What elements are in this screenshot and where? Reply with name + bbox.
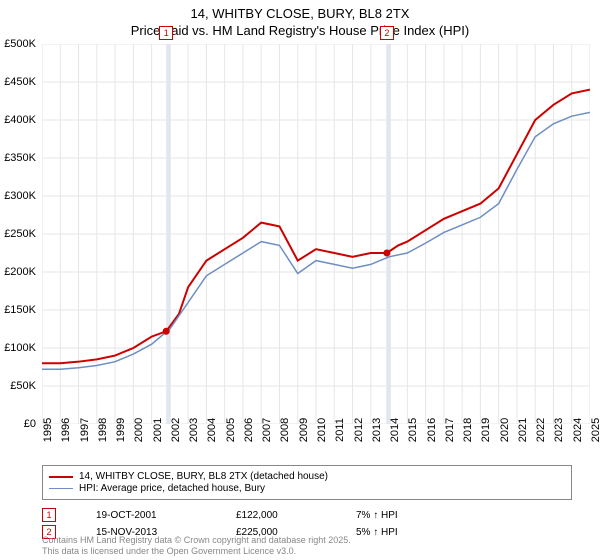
legend-label: HPI: Average price, detached house, Bury bbox=[79, 483, 265, 494]
legend-item: 14, WHITBY CLOSE, BURY, BL8 2TX (detache… bbox=[49, 471, 565, 482]
x-axis-label: 2020 bbox=[499, 418, 511, 442]
y-axis-label: £350K bbox=[4, 152, 36, 164]
x-axis-label: 2000 bbox=[133, 418, 145, 442]
x-axis-label: 2019 bbox=[480, 418, 492, 442]
y-axis-label: £200K bbox=[4, 266, 36, 278]
x-axis-label: 2004 bbox=[206, 418, 218, 442]
marker-date: 19-OCT-2001 bbox=[96, 510, 196, 521]
legend-label: 14, WHITBY CLOSE, BURY, BL8 2TX (detache… bbox=[79, 471, 328, 482]
marker-badge: 1 bbox=[42, 508, 56, 522]
x-axis-label: 2014 bbox=[389, 418, 401, 442]
x-axis-label: 2017 bbox=[444, 418, 456, 442]
x-axis-label: 2022 bbox=[535, 418, 547, 442]
x-axis-label: 2007 bbox=[261, 418, 273, 442]
x-axis-label: 2013 bbox=[371, 418, 383, 442]
x-axis-label: 1999 bbox=[115, 418, 127, 442]
y-axis-label: £150K bbox=[4, 304, 36, 316]
y-axis-label: £450K bbox=[4, 76, 36, 88]
marker-row: 1 19-OCT-2001 £122,000 7% ↑ HPI bbox=[42, 508, 572, 522]
x-axis-label: 2021 bbox=[517, 418, 529, 442]
x-axis-label: 2002 bbox=[170, 418, 182, 442]
x-axis-label: 2015 bbox=[407, 418, 419, 442]
x-axis-label: 2023 bbox=[553, 418, 565, 442]
x-axis-label: 2012 bbox=[353, 418, 365, 442]
legend-item: HPI: Average price, detached house, Bury bbox=[49, 483, 565, 494]
x-axis-label: 2024 bbox=[572, 418, 584, 442]
x-axis-label: 2001 bbox=[152, 418, 164, 442]
x-axis-label: 1997 bbox=[79, 418, 91, 442]
chart-area: £0£50K£100K£150K£200K£250K£300K£350K£400… bbox=[42, 44, 590, 424]
chart-title: 14, WHITBY CLOSE, BURY, BL8 2TX bbox=[0, 0, 600, 23]
x-axis-label: 2010 bbox=[316, 418, 328, 442]
x-axis-label: 2011 bbox=[334, 418, 346, 442]
y-axis-label: £250K bbox=[4, 228, 36, 240]
x-axis-label: 2005 bbox=[225, 418, 237, 442]
legend-swatch bbox=[49, 488, 73, 490]
marker-change: 5% ↑ HPI bbox=[356, 527, 398, 538]
y-axis-label: £400K bbox=[4, 114, 36, 126]
annotation-badge: 2 bbox=[380, 26, 394, 40]
x-axis-label: 2025 bbox=[590, 418, 600, 442]
footer-attribution: Contains HM Land Registry data © Crown c… bbox=[42, 535, 351, 557]
y-axis-label: £50K bbox=[10, 380, 36, 392]
chart-subtitle: Price paid vs. HM Land Registry's House … bbox=[0, 23, 600, 38]
legend-swatch bbox=[49, 476, 73, 478]
x-axis-label: 2016 bbox=[426, 418, 438, 442]
y-axis-label: £300K bbox=[4, 190, 36, 202]
x-axis-label: 2009 bbox=[298, 418, 310, 442]
marker-price: £122,000 bbox=[236, 510, 316, 521]
legend: 14, WHITBY CLOSE, BURY, BL8 2TX (detache… bbox=[42, 465, 572, 500]
x-axis-label: 2008 bbox=[279, 418, 291, 442]
x-axis-label: 2006 bbox=[243, 418, 255, 442]
x-axis-label: 1998 bbox=[97, 418, 109, 442]
line-chart bbox=[42, 44, 590, 424]
x-axis-label: 2003 bbox=[188, 418, 200, 442]
marker-change: 7% ↑ HPI bbox=[356, 510, 398, 521]
y-axis-label: £500K bbox=[4, 38, 36, 50]
y-axis-label: £0 bbox=[24, 418, 36, 430]
x-axis-label: 1995 bbox=[42, 418, 54, 442]
x-axis-label: 1996 bbox=[60, 418, 72, 442]
x-axis-label: 2018 bbox=[462, 418, 474, 442]
annotation-badge: 1 bbox=[159, 26, 173, 40]
y-axis-label: £100K bbox=[4, 342, 36, 354]
